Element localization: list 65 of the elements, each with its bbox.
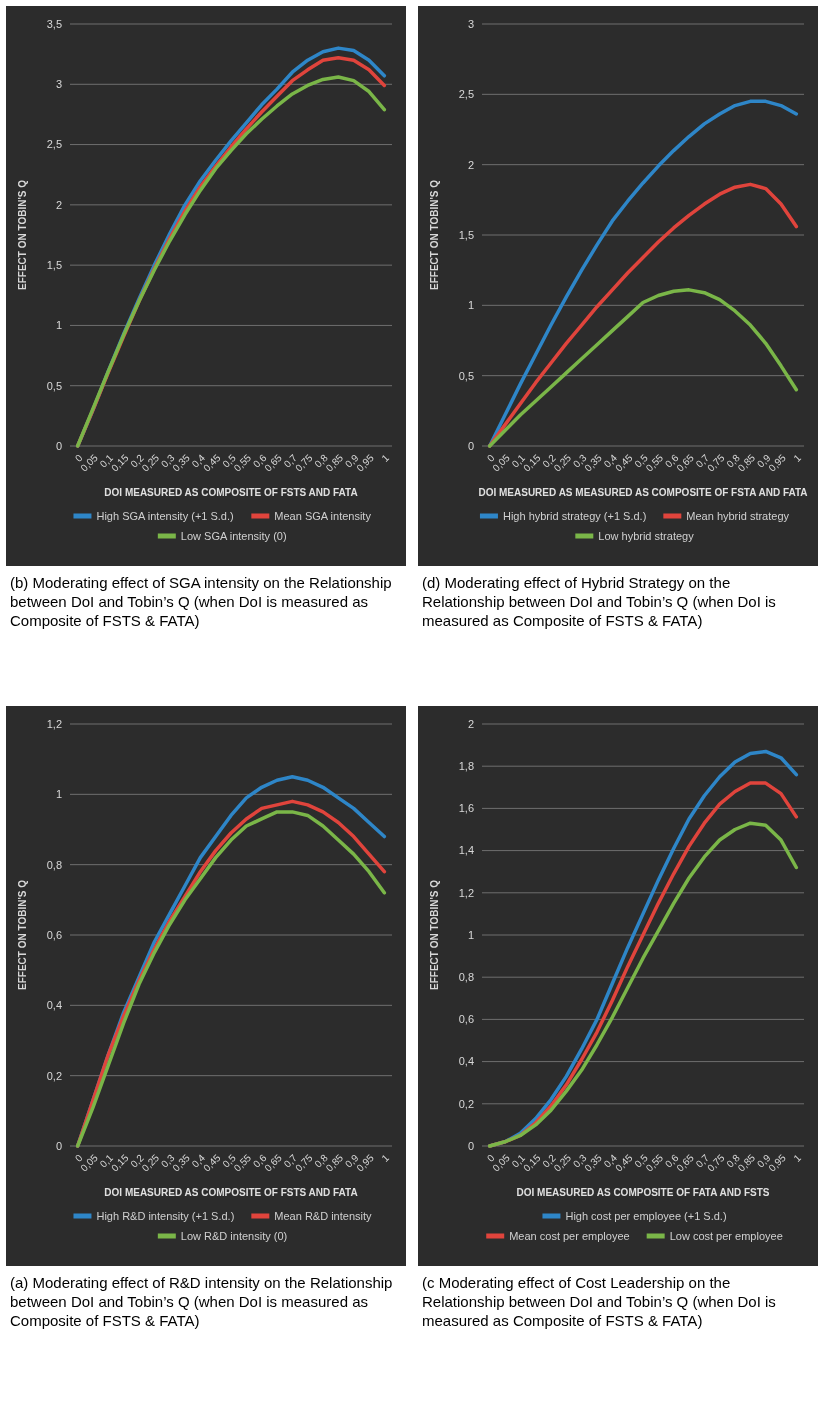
y-tick-label: 3 [467, 17, 474, 30]
y-tick-label: 2,5 [458, 88, 474, 101]
x-tick-label: 1 [791, 1151, 804, 1164]
legend-label: Low cost per employee [669, 1229, 783, 1242]
y-tick-label: 3 [55, 78, 62, 91]
legend-label: Mean R&D intensity [274, 1209, 373, 1222]
y-tick-label: 0,4 [458, 1055, 474, 1068]
y-tick-label: 1 [467, 928, 474, 941]
legend-label: High hybrid strategy (+1 S.d.) [502, 509, 647, 522]
x-tick-label: 1 [791, 451, 804, 464]
legend-label: High R&D intensity (+1 S.d.) [96, 1209, 235, 1222]
x-axis-title: DOI MEASURED AS COMPOSITE OF FSTS AND FATA [104, 1187, 358, 1198]
y-tick-label: 2 [467, 158, 474, 171]
y-axis-title: EFFECT ON TOBIN'S Q [429, 179, 440, 290]
x-axis-title: DOI MEASURED AS MEASURED AS COMPOSITE OF FSTA AND FATA [478, 487, 808, 498]
legend-label: Mean SGA intensity [274, 509, 372, 522]
text: (a) Moderating effect of R&D intensity on the Relationship between DoI and Tobin’s Q (when DoI is measured as Composite of FSTS & FATA) [10, 1274, 393, 1329]
y-tick-label: 0,8 [458, 971, 474, 984]
legend-label: Low SGA intensity (0) [180, 529, 287, 542]
y-tick-label: 0 [55, 439, 62, 452]
y-tick-label: 0,8 [46, 858, 62, 871]
y-tick-label: 1,2 [46, 717, 62, 730]
y-tick-label: 0 [467, 1139, 474, 1152]
x-tick-label: 1 [379, 451, 392, 464]
y-tick-label: 1 [467, 299, 474, 312]
text: (c Moderating effect of Cost Leadership on the Relationship between DoI and Tobin’s Q (when DoI is measured as Composite of FSTS & FATA) [422, 1274, 776, 1329]
y-tick-label: 1,6 [458, 802, 474, 815]
y-tick-label: 0,5 [46, 379, 62, 392]
y-tick-label: 0,6 [458, 1013, 474, 1026]
legend-label: High cost per employee (+1 S.d.) [565, 1209, 727, 1222]
legend-label: Low hybrid strategy [598, 529, 695, 542]
x-tick-label: 0 [484, 1151, 497, 1164]
y-tick-label: 2 [467, 717, 474, 730]
y-tick-label: 0,2 [458, 1097, 474, 1110]
y-axis-title: EFFECT ON TOBIN'S Q [17, 879, 28, 990]
x-tick-label: 1 [379, 1151, 392, 1164]
x-tick-label: 0 [484, 451, 497, 464]
y-tick-label: 0,4 [46, 999, 62, 1012]
y-tick-label: 2 [55, 198, 62, 211]
y-axis-title: EFFECT ON TOBIN'S Q [429, 879, 440, 990]
legend-label: Low R&D intensity (0) [180, 1229, 288, 1242]
y-tick-label: 1 [55, 319, 62, 332]
text: (d) Moderating effect of Hybrid Strategy on the Relationship between DoI and Tobin’s Q (when DoI is measured as Composite of FSTS & FATA) [422, 574, 776, 629]
legend-label: Mean hybrid strategy [686, 509, 790, 522]
x-tick-label: 0 [72, 451, 85, 464]
y-tick-label: 0 [467, 439, 474, 452]
y-tick-label: 1,4 [458, 844, 474, 857]
y-tick-label: 1,5 [46, 258, 62, 271]
legend-label: High SGA intensity (+1 S.d.) [96, 509, 234, 522]
y-axis-title: EFFECT ON TOBIN'S Q [17, 179, 28, 290]
text: (b) Moderating effect of SGA intensity on the Relationship between DoI and Tobin’s Q (when DoI is measured as Composite of FSTS & FATA) [10, 574, 392, 629]
x-axis-title: DOI MEASURED AS COMPOSITE OF FSTS AND FATA [104, 487, 358, 498]
y-tick-label: 0,2 [46, 1069, 62, 1082]
y-tick-label: 0,5 [458, 369, 474, 382]
y-tick-label: 2,5 [46, 138, 62, 151]
x-axis-title: DOI MEASURED AS COMPOSITE OF FATA AND FSTS [516, 1187, 770, 1198]
y-tick-label: 1,2 [458, 886, 474, 899]
y-tick-label: 3,5 [46, 17, 62, 30]
y-tick-label: 1 [55, 788, 62, 801]
x-tick-label: 0 [72, 1151, 85, 1164]
y-tick-label: 1,5 [458, 228, 474, 241]
y-tick-label: 0 [55, 1139, 62, 1152]
y-tick-label: 0,6 [46, 928, 62, 941]
legend-label: Mean cost per employee [509, 1229, 630, 1242]
y-tick-label: 1,8 [458, 760, 474, 773]
